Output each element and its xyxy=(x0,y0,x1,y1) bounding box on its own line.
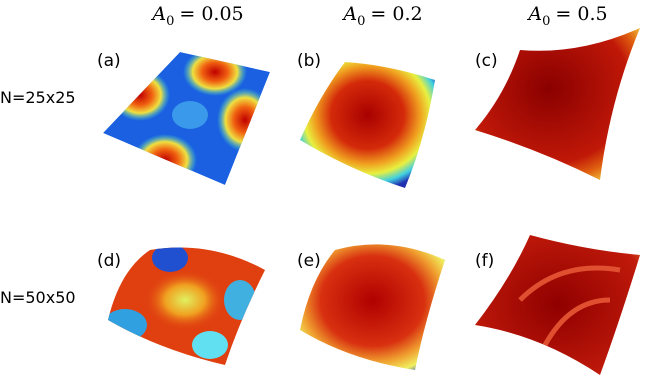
row-label: N=25x25 xyxy=(0,88,76,107)
surface-ridge xyxy=(518,265,621,347)
panel-label: (e) xyxy=(297,251,321,271)
value: = 0.5 xyxy=(555,3,607,25)
surface-c xyxy=(475,28,640,180)
column-header: A0 = 0.2 xyxy=(341,3,422,29)
value: = 0.2 xyxy=(370,3,422,25)
panel-label: (a) xyxy=(97,51,121,71)
panel-label: (f) xyxy=(475,251,494,271)
surface-b xyxy=(300,62,435,188)
symbol: A xyxy=(150,3,166,25)
surface-d xyxy=(108,247,265,365)
column-header: A0 = 0.5 xyxy=(526,3,607,29)
row-label: N=50x50 xyxy=(0,288,76,307)
panel-label: (c) xyxy=(475,51,498,71)
panel-label: (b) xyxy=(297,51,321,71)
symbol: A xyxy=(341,3,357,25)
subscript: 0 xyxy=(166,14,174,29)
surface-f xyxy=(475,235,640,375)
value: = 0.05 xyxy=(179,3,243,25)
surface-a xyxy=(103,52,270,185)
symbol: A xyxy=(526,3,542,25)
surface-e xyxy=(300,244,445,370)
panel-label: (d) xyxy=(97,251,121,271)
column-header: A0 = 0.05 xyxy=(150,3,243,29)
subscript: 0 xyxy=(357,14,365,29)
subscript: 0 xyxy=(542,14,550,29)
